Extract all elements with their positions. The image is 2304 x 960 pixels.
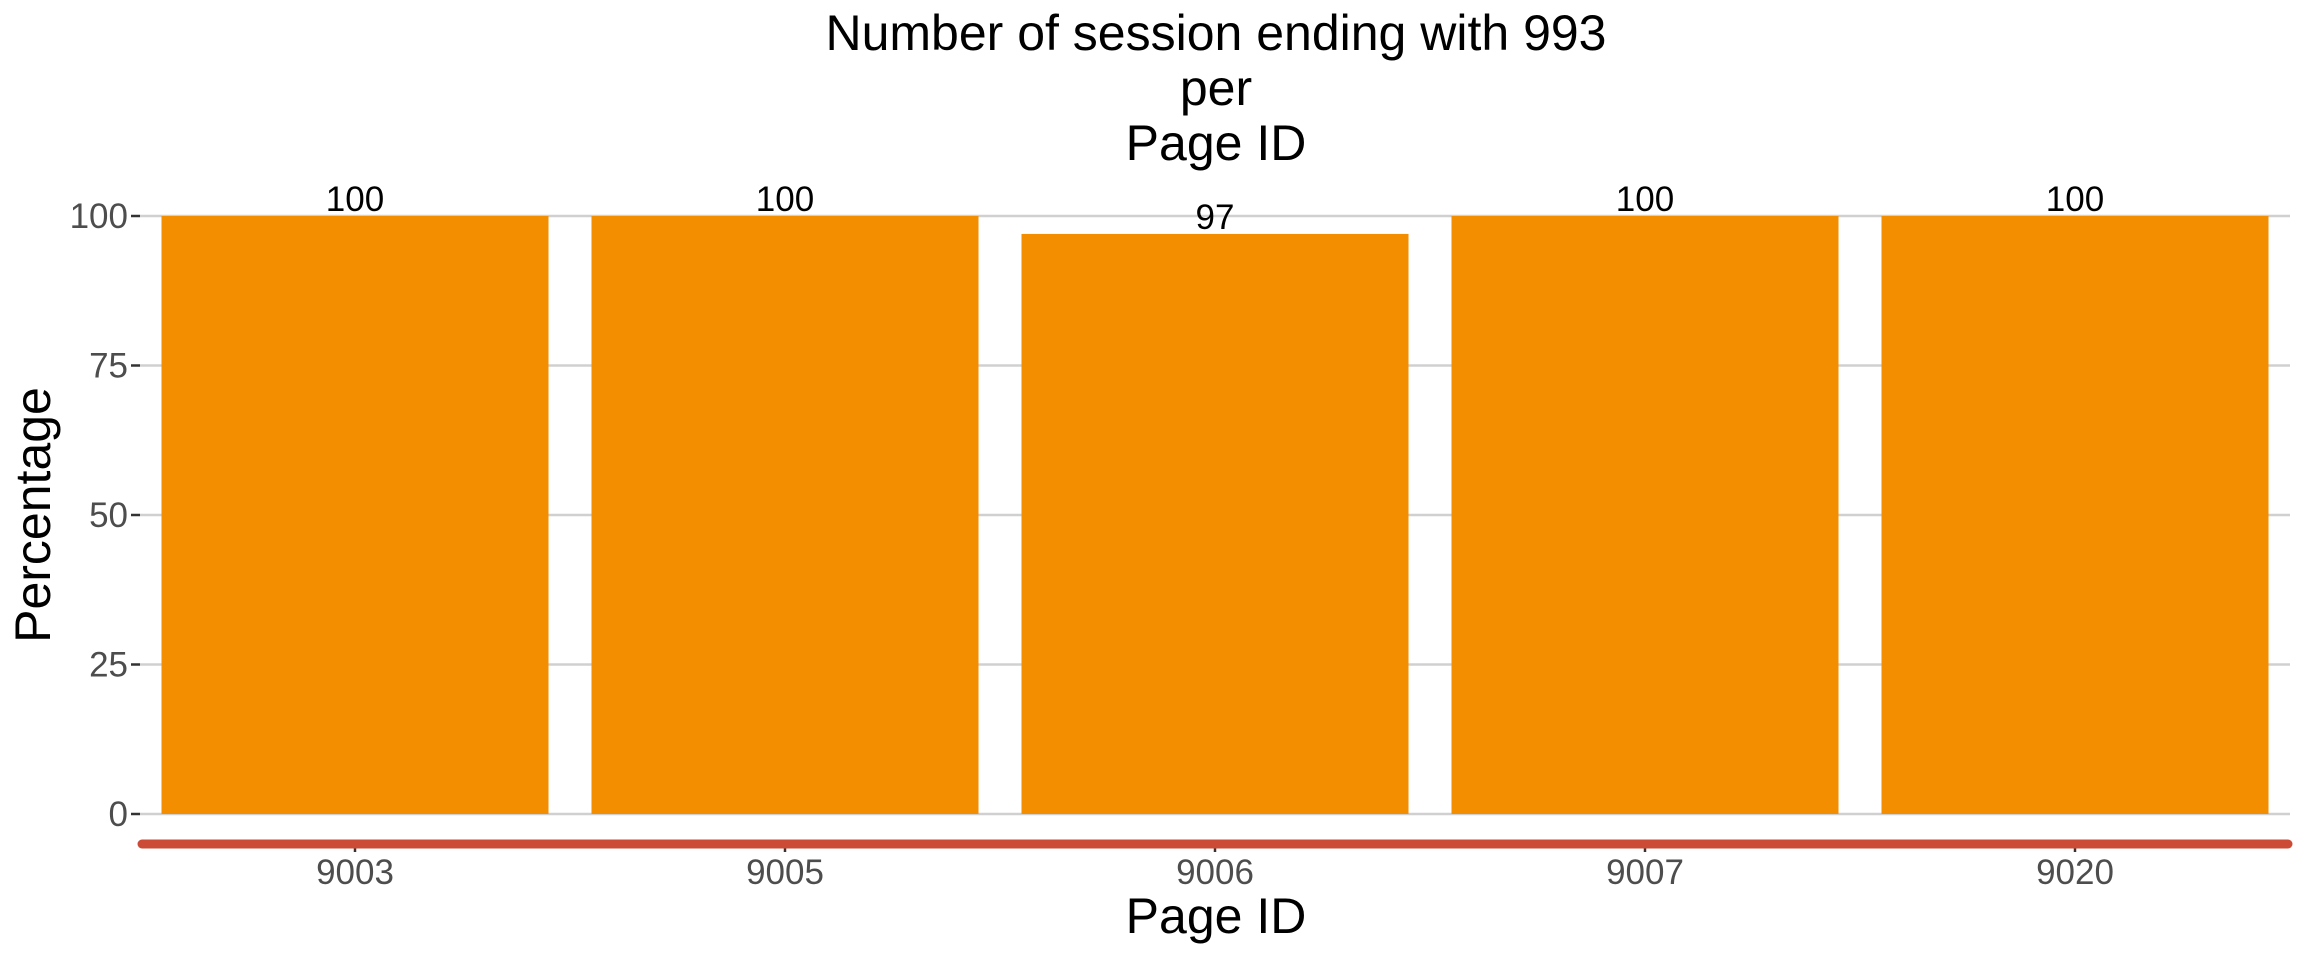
x-axis-title: Page ID — [1126, 888, 1307, 944]
x-tick-label: 9020 — [2036, 853, 2114, 892]
bar-value-label: 100 — [1616, 180, 1674, 219]
bar-value-label: 97 — [1196, 198, 1235, 237]
bar-value-label: 100 — [756, 180, 814, 219]
y-tick-label: 50 — [89, 496, 128, 535]
y-tick-label: 0 — [109, 795, 128, 834]
x-axis: 9003 9005 9006 9007 9020 — [137, 839, 2293, 892]
bars — [161, 216, 2269, 814]
bar-9020 — [1881, 216, 2269, 814]
bar-9003 — [161, 216, 549, 814]
bar-value-label: 100 — [2046, 180, 2104, 219]
y-axis-title: Percentage — [5, 387, 61, 643]
bar-9005 — [591, 216, 979, 814]
y-tick-label: 100 — [70, 197, 128, 236]
chart-title-line-1: Number of session ending with 993 — [825, 5, 1606, 61]
bar-value-label: 100 — [326, 180, 384, 219]
chart-title-line-2: per — [1180, 60, 1252, 116]
x-tick-label: 9003 — [316, 853, 394, 892]
y-tick-label: 75 — [89, 347, 128, 386]
x-tick-label: 9007 — [1606, 853, 1684, 892]
chart-title: Number of session ending with 993 per Pa… — [825, 5, 1606, 171]
bar-9007 — [1451, 216, 1839, 814]
x-tick-label: 9005 — [746, 853, 824, 892]
chart-title-line-3: Page ID — [1126, 115, 1307, 171]
y-tick-label: 25 — [89, 646, 128, 685]
bar-value-labels: 100 100 97 100 100 — [326, 180, 2104, 237]
x-tick-label: 9006 — [1176, 853, 1254, 892]
y-axis: 0 25 50 75 100 — [70, 197, 140, 834]
bar-9006 — [1021, 233, 1409, 814]
